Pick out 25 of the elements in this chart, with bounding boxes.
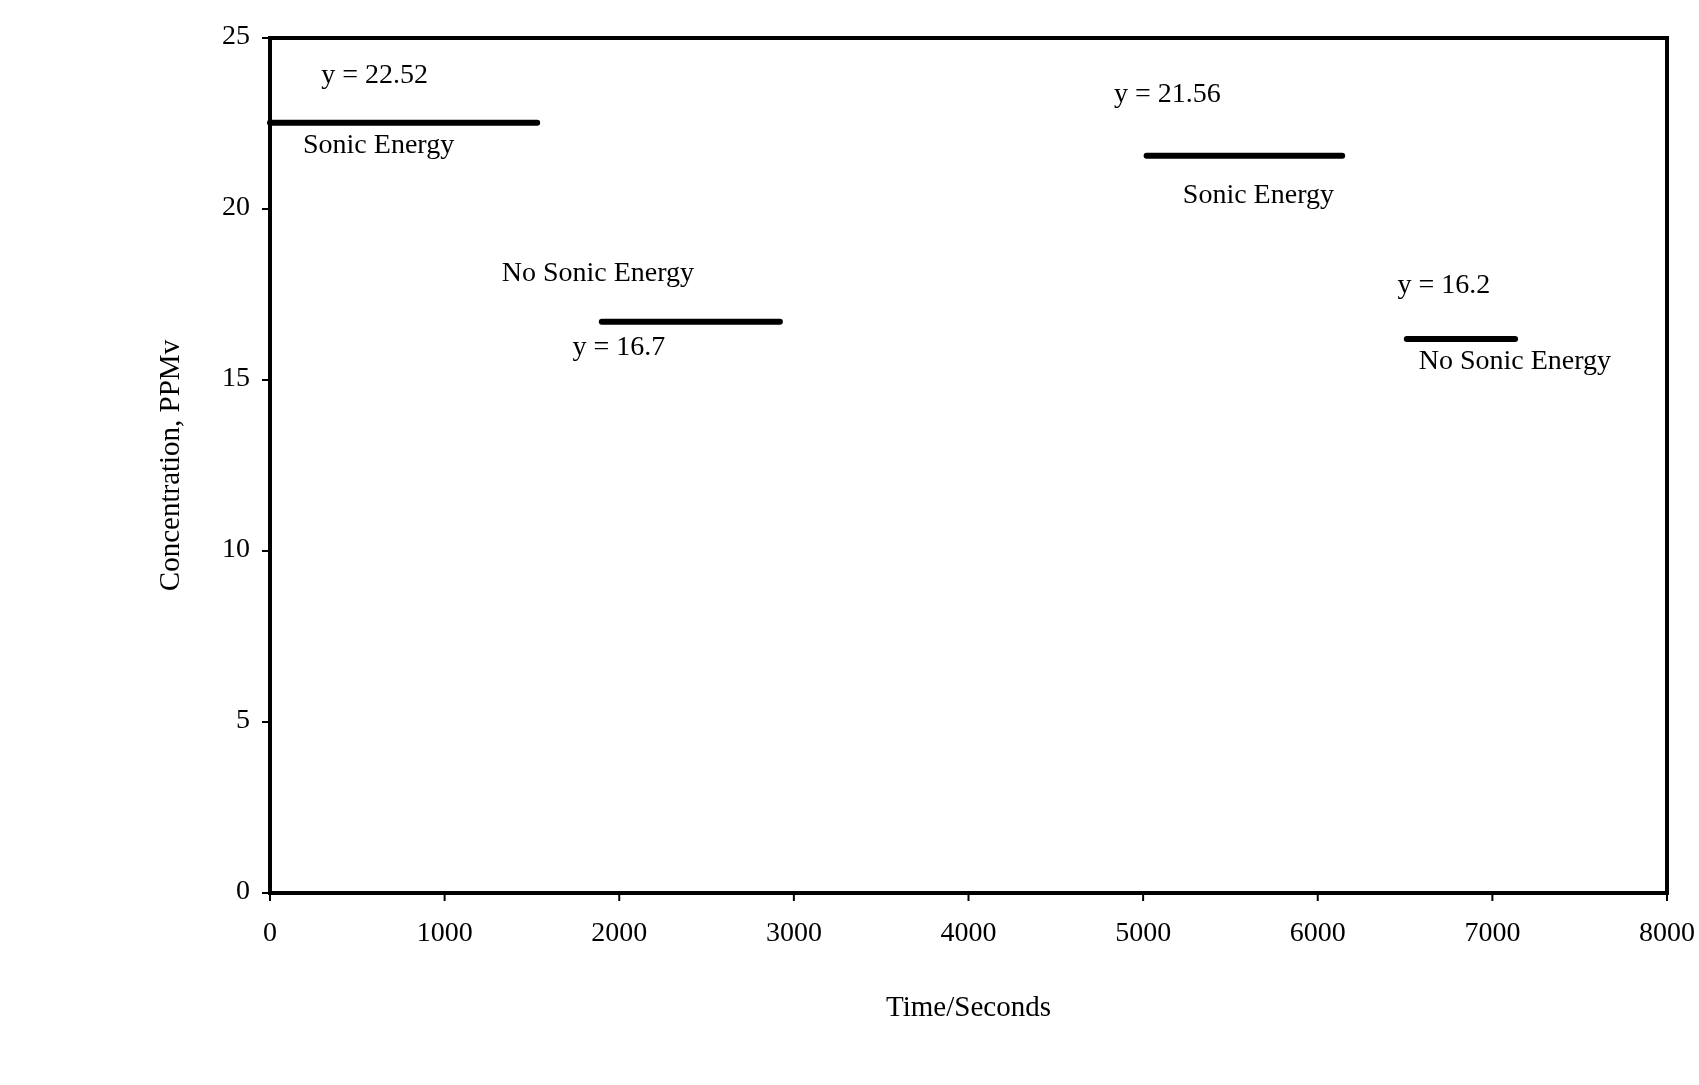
y-tick-label: 15: [222, 361, 250, 393]
annotation: Sonic Energy: [1182, 178, 1334, 210]
y-tick-label: 5: [236, 703, 250, 735]
y-tick-label: 25: [222, 19, 250, 51]
y-tick-label: 0: [236, 874, 250, 906]
y-axis-title: Concentration, PPMv: [152, 339, 185, 592]
x-tick-label: 4000: [940, 916, 997, 947]
annotation: No Sonic Energy: [501, 256, 695, 288]
x-tick-label: 1000: [416, 916, 473, 947]
x-tick-label: 7000: [1464, 916, 1521, 947]
y-tick-label: 10: [222, 532, 250, 564]
x-tick-label: 8000: [1639, 916, 1695, 947]
annotation: y = 21.56: [1114, 77, 1221, 109]
x-tick-label: 0: [263, 916, 277, 947]
annotation: No Sonic Energy: [1418, 344, 1612, 376]
x-tick-label: 3000: [765, 916, 822, 947]
annotation: y = 16.7: [572, 330, 666, 362]
annotation: Sonic Energy: [303, 128, 455, 160]
x-tick-label: 5000: [1115, 916, 1172, 947]
x-tick-label: 2000: [591, 916, 648, 947]
annotation: y = 16.2: [1397, 268, 1491, 300]
x-tick-label: 6000: [1289, 916, 1346, 947]
x-axis-title: Time/Seconds: [886, 990, 1051, 1022]
y-tick-label: 20: [222, 190, 250, 222]
annotation: y = 22.52: [321, 58, 428, 90]
